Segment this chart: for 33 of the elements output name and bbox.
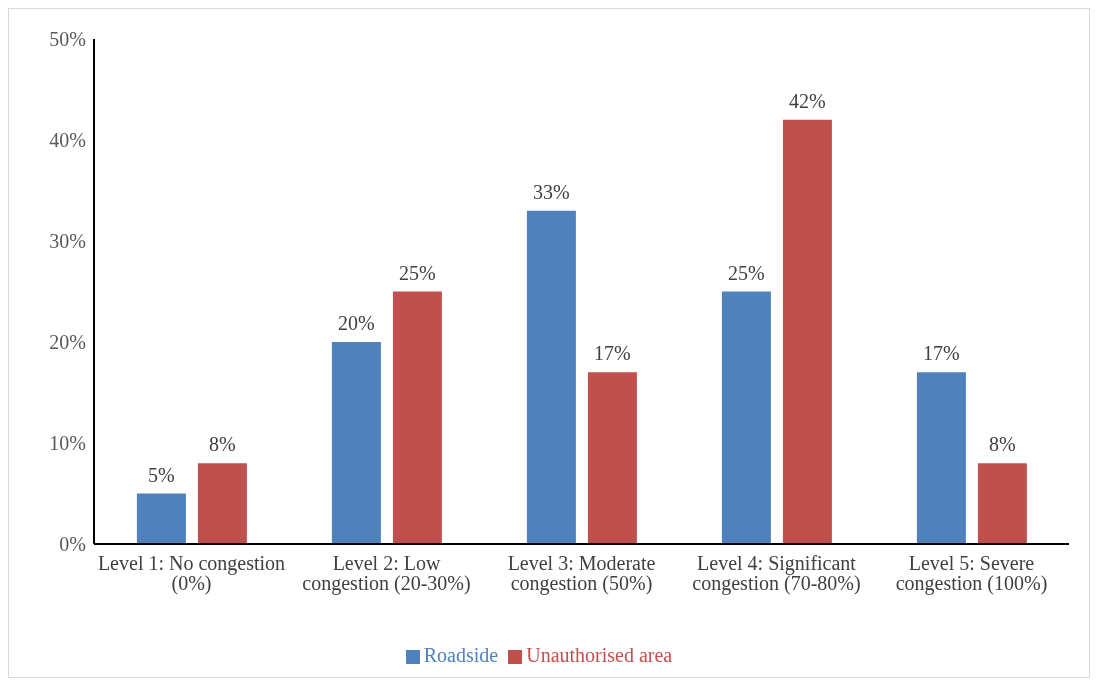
y-tick-label: 20%: [49, 331, 86, 354]
data-label: 20%: [338, 312, 375, 334]
data-label: 17%: [923, 342, 960, 365]
legend-label: Unauthorised area: [526, 644, 673, 666]
bar: [916, 372, 966, 544]
y-tick-label: 40%: [49, 129, 86, 152]
data-label: 5%: [148, 463, 175, 486]
bar: [136, 493, 186, 544]
bar: [392, 291, 442, 544]
bar: [587, 372, 637, 544]
x-tick-label: Level 3: Moderate congestion (50%): [507, 552, 656, 596]
y-tick-label: 0%: [59, 533, 86, 556]
data-label: 33%: [533, 180, 570, 203]
bar: [197, 463, 247, 544]
x-tick-label: Level 4: Significant congestion (70-80%): [692, 552, 861, 596]
y-tick-label: 10%: [49, 432, 86, 455]
y-tick-label: 50%: [49, 28, 86, 51]
data-label: 8%: [209, 433, 236, 456]
x-tick-label: Level 2: Low congestion (20-30%): [302, 552, 471, 596]
bar: [331, 342, 381, 544]
bar: [526, 210, 576, 544]
x-tick-label: Level 1: No congestion (0%): [97, 552, 286, 596]
data-label: 25%: [399, 261, 436, 284]
bar: [721, 291, 771, 544]
data-label: 25%: [728, 261, 765, 284]
legend-label: Roadside: [423, 644, 499, 666]
data-label: 17%: [594, 342, 631, 365]
bar: [977, 463, 1027, 544]
x-tick-label: Level 5: Severe congestion (100%): [895, 552, 1048, 596]
data-label: 42%: [789, 89, 826, 112]
bar: [782, 119, 832, 544]
y-tick-label: 30%: [49, 230, 86, 253]
data-label: 8%: [989, 433, 1016, 456]
